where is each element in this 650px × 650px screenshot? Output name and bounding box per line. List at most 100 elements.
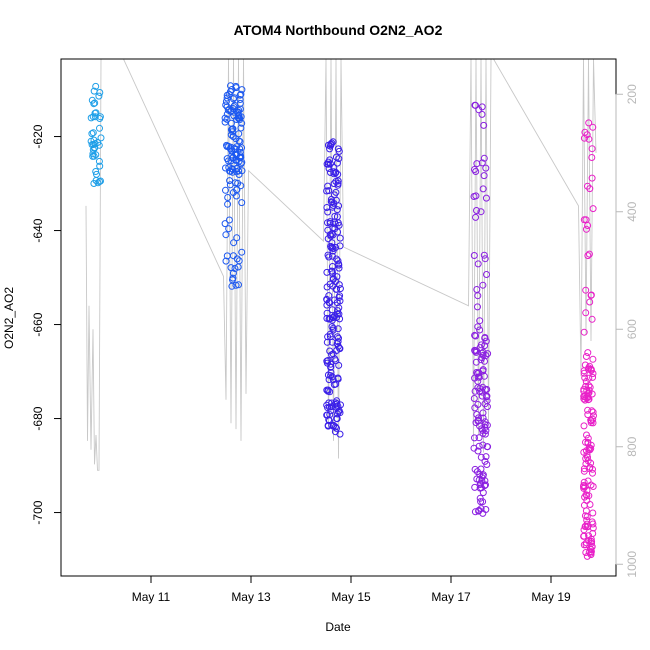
data-point [226, 177, 234, 185]
data-point [328, 306, 336, 314]
data-point [327, 369, 335, 376]
data-point [479, 351, 487, 359]
data-point [235, 167, 243, 175]
data-point [483, 443, 491, 451]
data-point [478, 159, 486, 167]
data-point [473, 207, 480, 214]
data-point [334, 181, 342, 189]
data-point [476, 481, 484, 488]
data-point [470, 252, 478, 259]
data-point [585, 382, 593, 390]
data-point [225, 164, 233, 172]
data-point [471, 483, 479, 491]
data-point [581, 361, 589, 369]
data-point [580, 369, 588, 377]
data-point [227, 126, 235, 134]
data-point [474, 384, 482, 392]
data-point [235, 171, 243, 178]
data-point [329, 263, 336, 270]
data-point [334, 333, 341, 341]
data-point [335, 407, 343, 415]
data-point [232, 281, 240, 289]
data-point [324, 235, 332, 243]
data-point [589, 465, 596, 473]
data-point [331, 428, 339, 436]
data-point [481, 342, 489, 350]
data-point [584, 349, 592, 357]
data-point [91, 113, 99, 121]
data-point [326, 333, 334, 341]
data-point [584, 453, 591, 461]
data-point [589, 370, 597, 377]
data-point [589, 355, 597, 363]
data-point [92, 82, 100, 90]
data-point [582, 286, 590, 294]
data-point [336, 234, 344, 242]
data-point [585, 135, 593, 143]
data-point [581, 396, 589, 404]
data-point [482, 194, 490, 202]
data-point [328, 239, 336, 247]
data-point [470, 193, 478, 200]
data-point [232, 135, 240, 143]
data-point [336, 242, 344, 250]
data-point [580, 216, 588, 224]
data-point [235, 281, 242, 289]
data-point [482, 453, 490, 461]
data-point [478, 392, 486, 400]
data-point [582, 309, 590, 317]
data-point [581, 374, 589, 382]
data-point [589, 415, 597, 423]
data-point [589, 509, 597, 517]
data-point [583, 431, 590, 439]
data-point [580, 532, 588, 540]
data-point [227, 264, 235, 272]
data-point [229, 269, 237, 277]
data-point [481, 477, 489, 485]
data-point [583, 131, 591, 139]
data-point [323, 359, 331, 367]
data-point [221, 114, 229, 122]
data-point [589, 123, 597, 131]
data-point [584, 434, 592, 442]
data-point [329, 314, 337, 321]
data-point [323, 338, 331, 346]
data-point [589, 373, 597, 381]
data-point [326, 160, 334, 168]
data-point [328, 267, 336, 275]
data-point [583, 451, 591, 459]
data-point [586, 298, 594, 306]
y-axis: -620 -640 -660 -680 -700 [31, 124, 62, 525]
x-axis-label: Date [325, 620, 351, 634]
data-point [474, 303, 481, 311]
data-point [330, 381, 338, 389]
data-point [325, 187, 333, 195]
data-point [477, 341, 485, 349]
data-point [587, 551, 595, 559]
data-point [96, 162, 104, 170]
data-point [588, 315, 596, 323]
data-point [87, 137, 95, 145]
data-point [580, 422, 588, 430]
data-point [333, 415, 341, 423]
data-point [333, 400, 341, 408]
data-point [584, 439, 592, 447]
data-point [580, 395, 588, 403]
data-point [474, 323, 482, 331]
data-point [580, 385, 588, 393]
data-point [221, 220, 229, 228]
data-point [330, 168, 338, 176]
data-point [584, 252, 592, 260]
data-point [583, 497, 591, 504]
data-point [227, 131, 235, 139]
data-point [335, 264, 343, 272]
data-point [225, 225, 233, 233]
data-point [478, 388, 486, 396]
data-point [477, 453, 485, 461]
data-point [326, 218, 334, 226]
data-point [90, 100, 98, 108]
data-point [473, 160, 481, 168]
data-point [227, 88, 234, 96]
data-point [326, 347, 334, 355]
